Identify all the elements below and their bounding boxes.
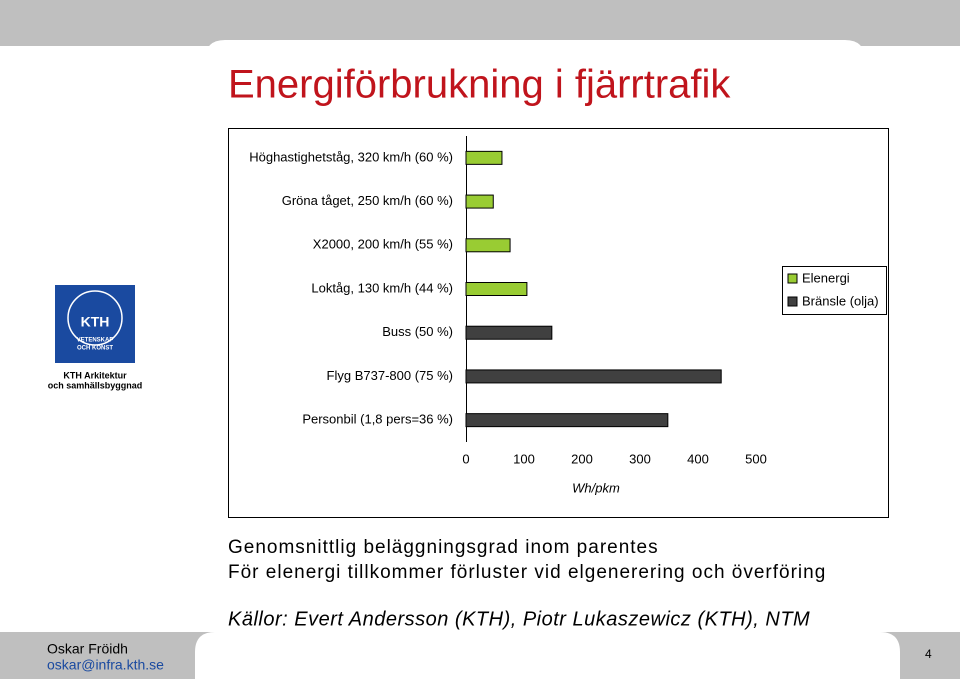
bottom-panel	[195, 632, 900, 679]
x-tick-label: 100	[513, 451, 535, 466]
panel	[205, 40, 865, 679]
legend-swatch	[787, 296, 798, 307]
y-tick-label: Personbil (1,8 pers=36 %)	[302, 412, 453, 427]
legend-box	[782, 266, 887, 315]
x-tick-label: 300	[629, 451, 651, 466]
x-tick-label: 400	[687, 451, 709, 466]
note: Genomsnittlig beläggningsgrad inom paren…	[228, 537, 659, 558]
legend-label: Bränsle (olja)	[802, 293, 879, 308]
y-tick-label: Buss (50 %)	[382, 324, 453, 339]
logo-motto: OCH KONST	[77, 346, 113, 352]
x-tick-label: 0	[462, 451, 469, 466]
y-tick-label: Höghastighetståg, 320 km/h (60 %)	[249, 149, 453, 164]
email[interactable]: oskar@infra.kth.se	[47, 657, 164, 673]
slide-title: Energiförbrukning i fjärrtrafik	[228, 63, 731, 107]
y-tick-label: X2000, 200 km/h (55 %)	[313, 237, 453, 252]
bar	[465, 325, 553, 340]
logo-mark: KTH	[81, 314, 110, 330]
bar	[465, 150, 503, 165]
y-tick-label: Flyg B737-800 (75 %)	[327, 368, 453, 383]
bar	[465, 194, 494, 209]
chart-frame	[228, 128, 889, 518]
y-tick-label: Gröna tåget, 250 km/h (60 %)	[282, 193, 453, 208]
author: Oskar Fröidh	[47, 641, 128, 657]
bar	[465, 238, 511, 253]
bar	[465, 413, 669, 428]
source: Källor: Evert Andersson (KTH), Piotr Luk…	[228, 608, 810, 630]
note: För elenergi tillkommer förluster vid el…	[228, 562, 826, 583]
x-tick-label: 500	[745, 451, 767, 466]
bar	[465, 369, 722, 384]
legend-swatch	[787, 273, 798, 284]
x-axis-label: Wh/pkm	[572, 480, 620, 495]
x-tick-label: 200	[571, 451, 593, 466]
top-band	[0, 0, 960, 46]
bar	[465, 282, 528, 296]
legend-label: Elenergi	[802, 270, 850, 285]
logo-ring	[67, 290, 123, 346]
y-tick-label: Loktåg, 130 km/h (44 %)	[311, 280, 453, 295]
page-number: 4	[925, 647, 932, 661]
dept-name: KTH Arkitektur	[63, 370, 127, 380]
dept-name: och samhällsbyggnad	[48, 380, 143, 390]
logo-motto: VETENSKAP	[77, 338, 114, 344]
